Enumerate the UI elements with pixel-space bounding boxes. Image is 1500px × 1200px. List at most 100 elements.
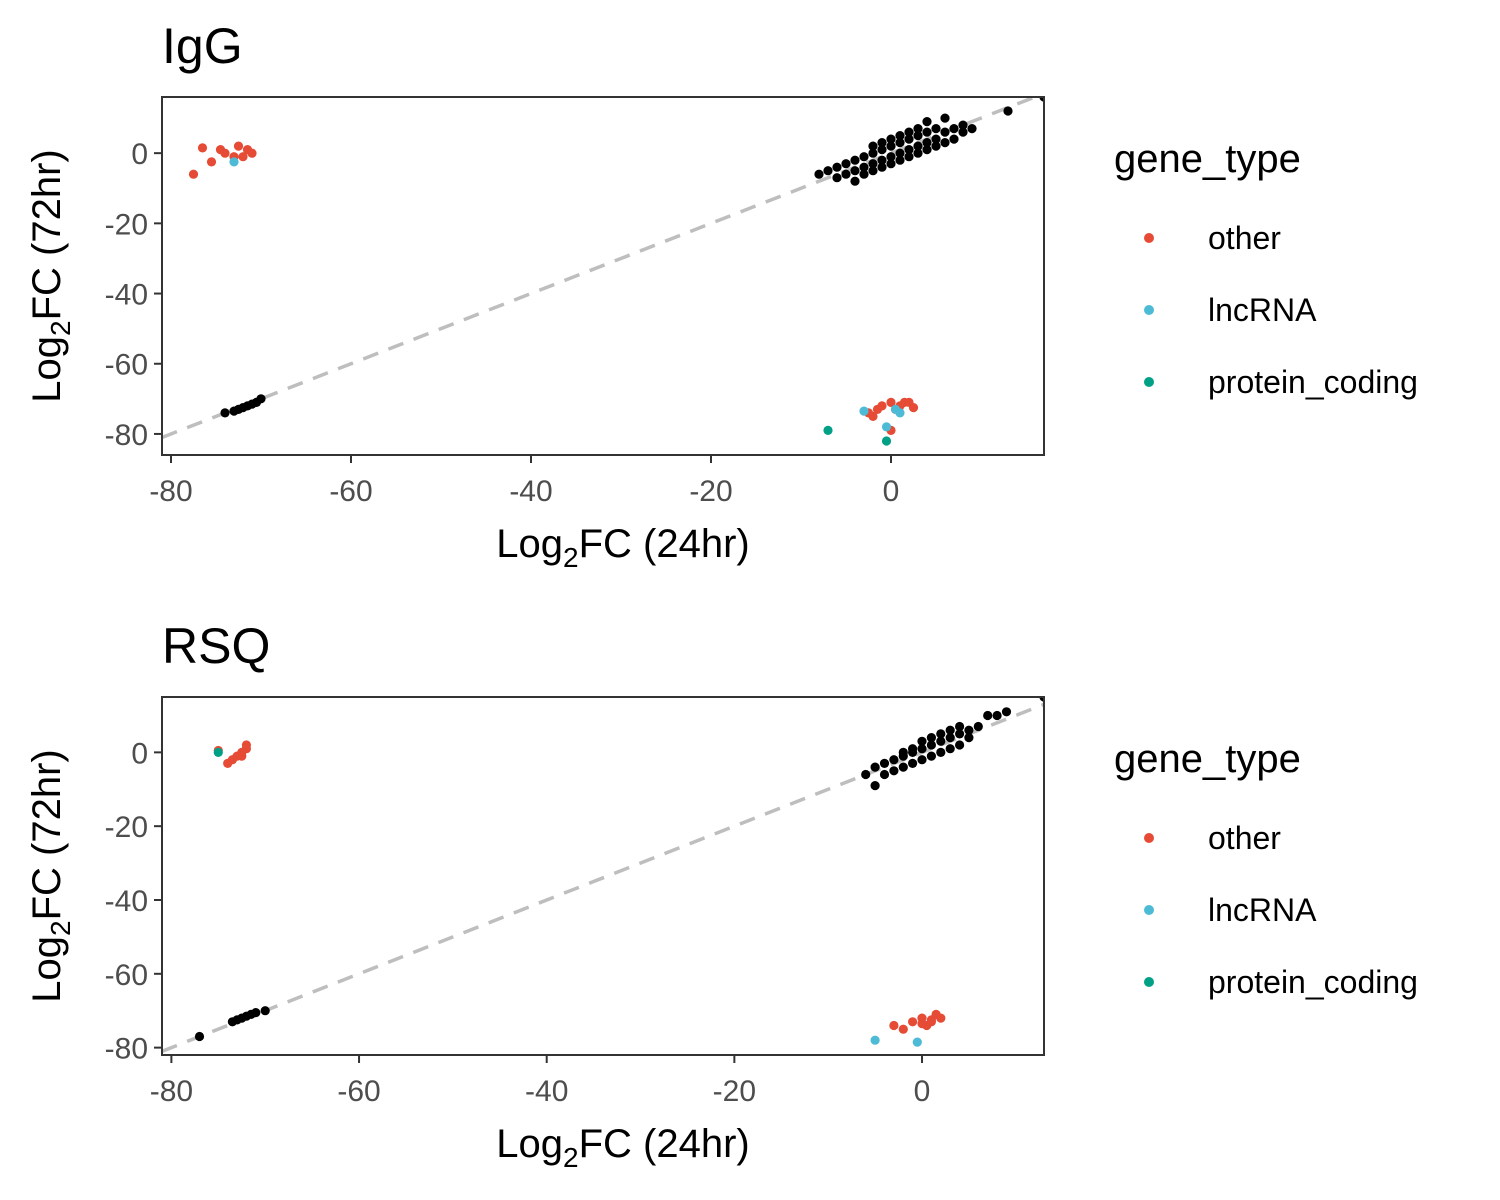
point-not-significant <box>958 127 968 137</box>
point-not-significant <box>868 148 878 158</box>
point-not-significant <box>850 155 860 165</box>
point-lncRNA <box>870 1035 880 1045</box>
point-not-significant <box>945 744 955 754</box>
point-not-significant <box>898 762 908 772</box>
point-other <box>238 152 248 162</box>
point-protein_coding <box>213 747 223 758</box>
legend-key-protein_coding <box>1144 377 1154 387</box>
legend-title: gene_type <box>1114 137 1301 181</box>
point-not-significant <box>877 145 887 155</box>
point-not-significant <box>251 1008 261 1018</box>
point-not-significant <box>917 744 927 754</box>
point-not-significant <box>958 120 968 130</box>
point-not-significant <box>931 141 941 151</box>
point-not-significant <box>868 159 878 169</box>
point-not-significant <box>913 148 923 158</box>
y-tick-label: -20 <box>105 208 148 241</box>
point-not-significant <box>913 124 923 134</box>
x-tick-label: -60 <box>337 1075 380 1108</box>
point-not-significant <box>220 408 230 418</box>
point-not-significant <box>886 134 896 144</box>
point-not-significant <box>832 173 842 183</box>
reference-line <box>162 97 1040 440</box>
point-other <box>908 1017 918 1027</box>
panel-border <box>161 696 1045 1056</box>
legend-label-protein_coding: protein_coding <box>1208 364 1418 400</box>
point-not-significant <box>898 747 908 758</box>
panel-border <box>161 96 1045 456</box>
point-not-significant <box>859 162 869 172</box>
point-not-significant <box>936 747 946 758</box>
point-not-significant <box>908 758 918 769</box>
point-other <box>936 1013 946 1023</box>
point-not-significant <box>955 740 965 750</box>
legend-title: gene_type <box>1114 737 1301 781</box>
point-lncRNA <box>229 157 239 167</box>
point-not-significant <box>886 152 896 162</box>
legend-key-lncRNA <box>1144 305 1154 315</box>
point-other <box>877 401 887 411</box>
x-tick-label: 0 <box>883 475 900 508</box>
point-not-significant <box>886 141 896 151</box>
y-tick-label: -60 <box>105 349 148 382</box>
x-axis-label: Log2FC (24hr) <box>496 1122 749 1173</box>
point-not-significant <box>904 127 914 137</box>
y-tick-label: -80 <box>105 1033 148 1066</box>
point-not-significant <box>870 781 880 791</box>
x-tick-label: 0 <box>914 1075 931 1108</box>
point-other <box>241 740 251 750</box>
point-not-significant <box>922 127 932 137</box>
point-not-significant <box>931 134 941 144</box>
point-not-significant <box>895 131 905 141</box>
y-tick-label: -40 <box>105 885 148 918</box>
point-other <box>917 1019 927 1029</box>
x-tick-label: -40 <box>525 1075 568 1108</box>
point-not-significant <box>832 162 842 172</box>
points <box>188 97 1044 446</box>
point-not-significant <box>859 169 869 179</box>
point-not-significant <box>877 162 887 172</box>
point-not-significant <box>256 394 266 404</box>
panel-title: RSQ <box>162 618 270 674</box>
point-not-significant <box>879 769 890 780</box>
point-other <box>247 148 257 158</box>
point-not-significant <box>931 124 941 134</box>
point-not-significant <box>967 124 977 134</box>
point-not-significant <box>895 148 905 158</box>
x-tick-label: -40 <box>509 475 552 508</box>
point-other <box>220 148 230 158</box>
point-not-significant <box>814 169 824 179</box>
point-not-significant <box>841 169 851 179</box>
panel-rsq: RSQ -80 -60 -40 -20 0 0 -20 -40 -60 -80 Log2FC (24h… <box>25 618 1418 1173</box>
legend-key-protein_coding <box>1144 977 1154 987</box>
point-not-significant <box>823 166 833 176</box>
point-not-significant <box>913 131 923 141</box>
point-not-significant <box>945 725 955 735</box>
point-not-significant <box>955 721 965 732</box>
point-other <box>206 157 217 167</box>
point-lncRNA <box>912 1037 922 1047</box>
point-not-significant <box>841 159 851 169</box>
y-tick-label: 0 <box>131 737 148 770</box>
point-not-significant <box>936 736 946 746</box>
point-not-significant <box>926 740 937 750</box>
legend-label-protein_coding: protein_coding <box>1208 964 1418 1000</box>
point-lncRNA <box>859 406 869 416</box>
y-tick-label: 0 <box>131 138 148 171</box>
point-not-significant <box>955 729 965 739</box>
point-not-significant <box>877 138 887 148</box>
point-not-significant <box>940 113 950 123</box>
point-not-significant <box>850 176 860 186</box>
point-not-significant <box>917 755 927 765</box>
point-not-significant <box>1003 106 1013 116</box>
point-not-significant <box>1039 697 1044 702</box>
point-not-significant <box>945 733 955 743</box>
x-tick-label: -20 <box>713 1075 756 1108</box>
point-not-significant <box>895 138 905 148</box>
point-other <box>898 1024 908 1034</box>
x-tick-label: -80 <box>150 1075 193 1108</box>
point-not-significant <box>877 155 887 165</box>
panel-title: IgG <box>162 18 243 74</box>
y-tick-label: -80 <box>105 419 148 452</box>
